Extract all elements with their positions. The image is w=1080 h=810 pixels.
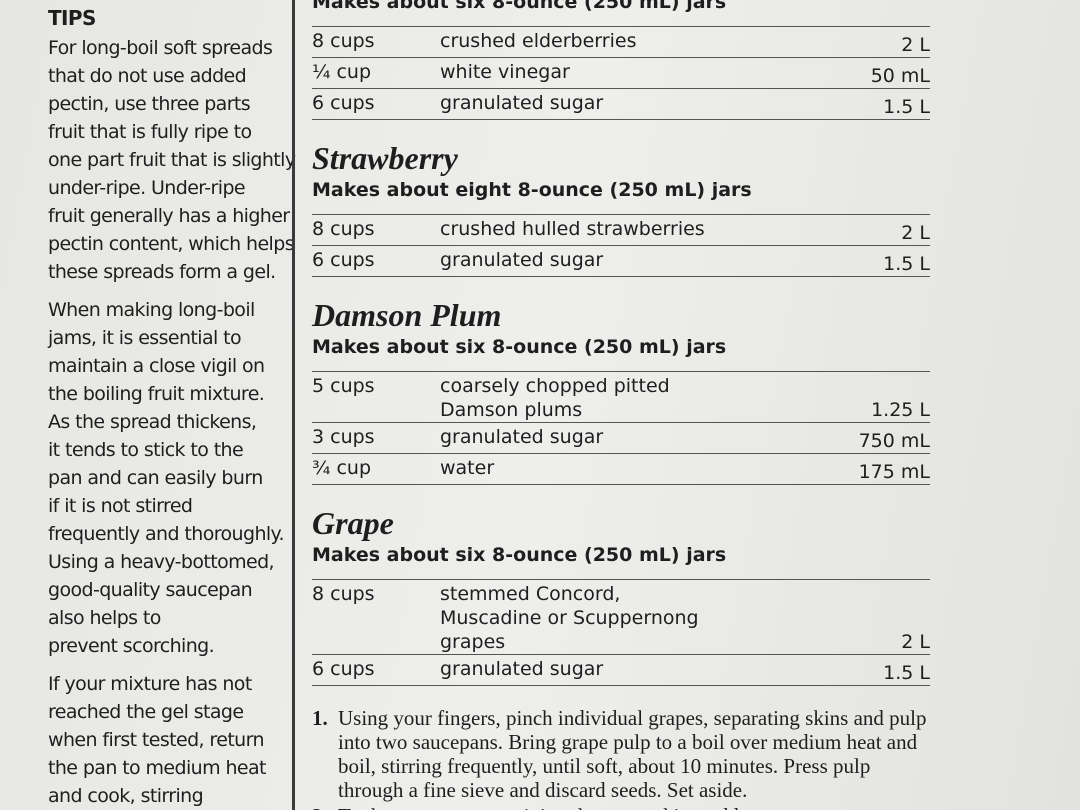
quantity: ¾ cup [312,457,372,479]
recipe-title: Grape [312,505,394,541]
quantity: 6 cups [312,92,375,114]
ingredient: granulated sugar [440,92,604,114]
ingredient: water [440,457,495,479]
metric-amount: 2 L [901,631,930,653]
metric-amount: 1.25 L [871,399,930,421]
tip-line: If your mixture has not [48,673,252,695]
ingredient-row: 6 cups granulated sugar 1.5 L [312,246,930,277]
tip-line: As the spread thickens, [48,411,257,433]
tip-line: the boiling fruit mixture. [48,383,265,405]
tip-line: prevent scorching. [48,635,215,657]
tip-line: jams, it is essential to [48,327,242,349]
ingredient: granulated sugar [440,426,604,448]
ingredient: white vinegar [440,61,570,83]
metric-amount: 1.5 L [883,96,930,118]
recipe-yield: Makes about six 8-ounce (250 mL) jars [312,336,727,358]
metric-amount: 2 L [901,222,930,244]
recipe: Grape Makes about six 8-ounce (250 mL) ja… [312,505,930,686]
tip-line: fruit generally has a higher [48,205,290,227]
tip-line: When making long-boil [48,299,255,321]
recipe-column: Makes about six 8-ounce (250 mL) jars 8 c… [312,0,930,810]
tip-line: it tends to stick to the [48,439,244,461]
quantity: ¼ cup [312,61,372,83]
quantity: 8 cups [312,30,375,52]
tip-paragraph: If your mixture has not reached the gel s… [48,670,280,810]
step-number: 1. [312,706,328,730]
tip-line: one part fruit that is slightly [48,149,296,171]
step: 2.To the saucepan containing the grape s… [312,804,930,810]
tip-line: Using a heavy-bottomed, [48,551,275,573]
tip-paragraph: For long-boil soft spreads that do not us… [48,34,296,286]
tip-line: For long-boil soft spreads [48,37,273,59]
metric-amount: 2 L [901,34,930,56]
tip-line: and cook, stirring [48,785,204,807]
metric-amount: 50 mL [870,65,930,87]
ingredient-row: 6 cups granulated sugar 1.5 L [312,655,930,686]
recipe: Damson Plum Makes about six 8-ounce (250 … [312,297,930,485]
tip-line: pectin, use three parts [48,93,251,115]
recipe: Makes about six 8-ounce (250 mL) jars 8 c… [312,0,930,120]
step-text: To the saucepan containing the grape ski… [338,804,930,810]
tip-line: the pan to medium heat [48,757,266,779]
step: 1. Using your fingers, pinch individual g… [312,706,930,802]
tip-line: when first tested, return [48,729,265,751]
tip-line: reached the gel stage [48,701,244,723]
ingredient-row: 3 cups granulated sugar 750 mL [312,423,930,454]
ingredient-row: ¼ cup white vinegar 50 mL [312,58,930,89]
recipe-title: Damson Plum [312,297,502,333]
tip-line: pan and can easily burn [48,467,263,489]
ingredient: granulated sugar [440,658,604,680]
quantity: 8 cups [312,218,375,240]
quantity: 3 cups [312,426,375,448]
ingredient-row: 5 cups coarsely chopped pitted Damson plu… [312,372,930,423]
ingredient: crushed elderberries [440,30,637,52]
step-text: Using your fingers, pinch individual gra… [338,706,927,802]
metric-amount: 750 mL [858,430,930,452]
quantity: 6 cups [312,249,375,271]
recipe-title: Strawberry [312,140,458,176]
tip-line: pectin content, which helps [48,233,295,255]
recipe-yield: Makes about six 8-ounce (250 mL) jars [312,0,727,13]
ingredient-row: 8 cups crushed hulled strawberries 2 L [312,215,930,246]
ingredient-row: 8 cups stemmed Concord, Muscadine or Scup… [312,580,930,655]
metric-amount: 1.5 L [883,253,930,275]
recipe-yield: Makes about six 8-ounce (250 mL) jars [312,544,727,566]
ingredient-row: 6 cups granulated sugar 1.5 L [312,89,930,120]
tip-line: frequently and thoroughly. [48,523,285,545]
ingredient-table: 5 cups coarsely chopped pitted Damson plu… [312,371,930,485]
tip-line: under-ripe. Under-ripe [48,177,246,199]
recipe: Strawberry Makes about eight 8-ounce (250… [312,140,930,277]
tip-line: these spreads form a gel. [48,261,276,283]
ingredient: stemmed Concord, Muscadine or Scuppernon… [440,583,699,653]
ingredient: crushed hulled strawberries [440,218,705,240]
steps: 1. Using your fingers, pinch individual g… [312,706,930,810]
tips-title: TIPS [48,6,96,30]
tip-line: that do not use added [48,65,247,87]
recipe-yield: Makes about eight 8-ounce (250 mL) jars [312,179,752,201]
ingredient-row: 8 cups crushed elderberries 2 L [312,27,930,58]
tip-paragraph: When making long-boil jams, it is essenti… [48,296,285,660]
quantity: 6 cups [312,658,375,680]
tip-line: if it is not stirred [48,495,193,517]
metric-amount: 175 mL [858,461,930,483]
tip-line: maintain a close vigil on [48,355,265,377]
ingredient-table: 8 cups crushed elderberries 2 L ¼ cup white … [312,26,930,120]
tip-line: good-quality saucepan [48,579,253,601]
ingredient-row: ¾ cup water 175 mL [312,454,930,485]
tip-line: fruit that is fully ripe to [48,121,252,143]
ingredient: coarsely chopped pitted Damson plums [440,375,670,421]
tips-sidebar: TIPS For long-boil soft spreads that do no… [48,6,296,810]
step-number: 2. [312,804,338,810]
ingredient-table: 8 cups stemmed Concord, Muscadine or Scup… [312,579,930,686]
quantity: 5 cups [312,375,375,397]
tip-line: also helps to [48,607,161,629]
ingredient: granulated sugar [440,249,604,271]
metric-amount: 1.5 L [883,662,930,684]
column-rule [292,0,295,810]
quantity: 8 cups [312,583,375,605]
